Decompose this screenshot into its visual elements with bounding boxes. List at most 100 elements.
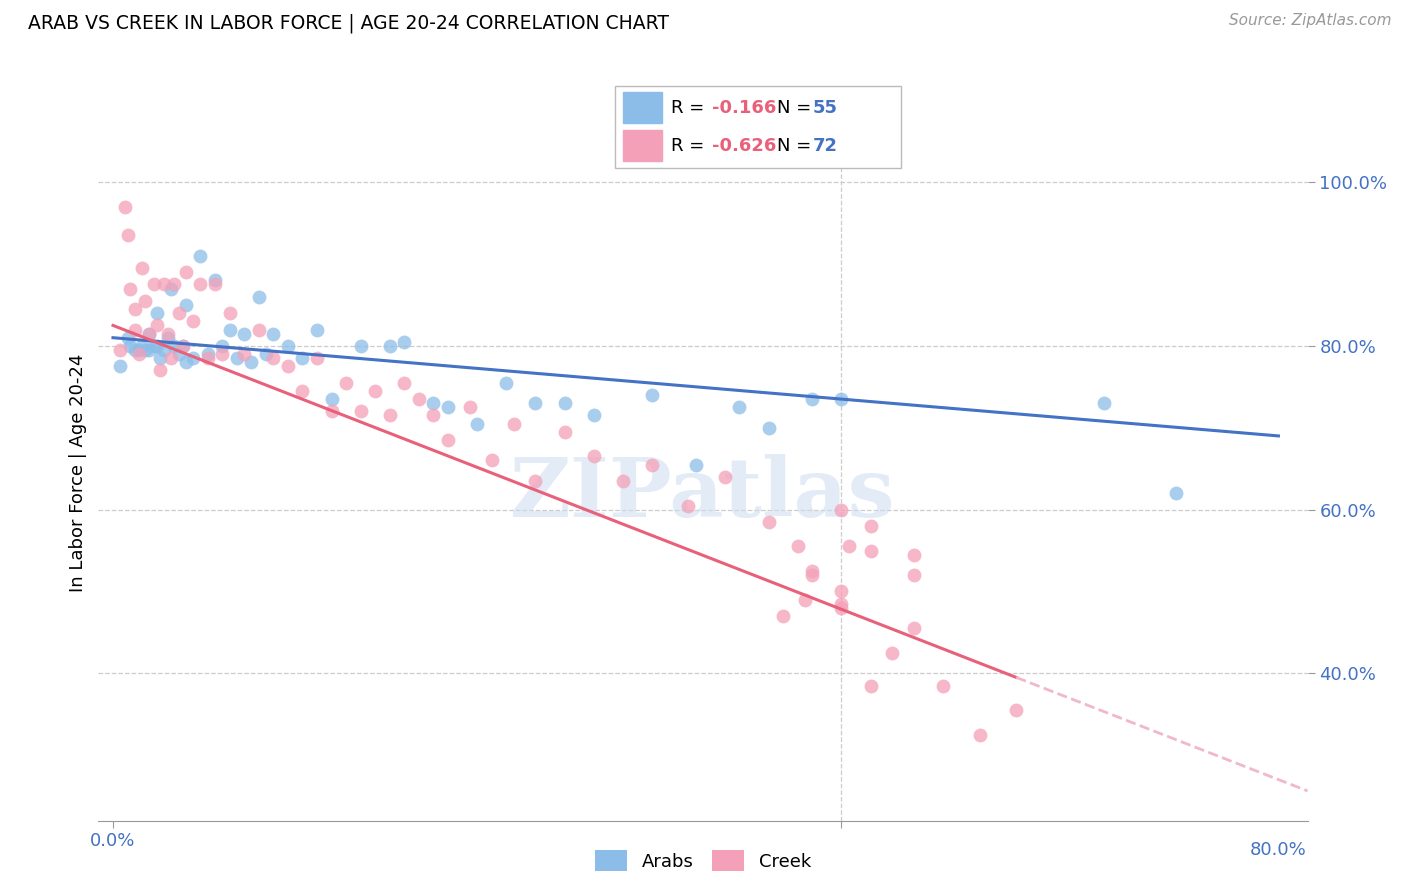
Point — [149, 351, 172, 366]
Text: 80.0%: 80.0% — [1250, 841, 1306, 859]
Point — [153, 277, 176, 292]
Point — [138, 343, 160, 357]
Bar — [623, 130, 662, 161]
Point — [247, 322, 270, 336]
Point — [801, 392, 824, 406]
Point — [218, 322, 240, 336]
Point — [291, 384, 314, 398]
Point — [247, 290, 270, 304]
Text: R =: R = — [671, 136, 710, 154]
Point — [124, 322, 146, 336]
Point — [305, 322, 328, 336]
Point — [211, 347, 233, 361]
Point — [157, 331, 180, 345]
Point — [167, 306, 190, 320]
Point — [830, 392, 852, 406]
Point — [685, 458, 707, 472]
Point — [641, 458, 664, 472]
Point — [321, 404, 343, 418]
Point — [1166, 486, 1188, 500]
Point — [145, 318, 167, 333]
Point — [167, 347, 190, 361]
Point — [422, 409, 444, 423]
Point — [458, 401, 481, 415]
Point — [134, 343, 156, 357]
Point — [932, 679, 955, 693]
Point — [172, 339, 194, 353]
Point — [772, 609, 794, 624]
Point — [204, 273, 226, 287]
Point — [124, 343, 146, 357]
Point — [218, 306, 240, 320]
Point — [714, 470, 737, 484]
Point — [174, 298, 197, 312]
Point — [728, 401, 751, 415]
Text: Source: ZipAtlas.com: Source: ZipAtlas.com — [1229, 13, 1392, 29]
Point — [120, 339, 142, 353]
Point — [801, 564, 824, 578]
Point — [291, 351, 314, 366]
Point — [801, 568, 824, 582]
Point — [174, 355, 197, 369]
Point — [120, 282, 142, 296]
Point — [758, 515, 780, 529]
Point — [830, 502, 852, 516]
Point — [128, 347, 150, 361]
Point — [903, 621, 925, 635]
Point — [524, 396, 547, 410]
Point — [378, 339, 401, 353]
Point — [408, 392, 430, 406]
Point — [335, 376, 357, 390]
Point — [321, 392, 343, 406]
Point — [145, 306, 167, 320]
Point — [524, 474, 547, 488]
Point — [394, 334, 416, 349]
Point — [641, 388, 664, 402]
Text: 55: 55 — [813, 99, 838, 117]
Point — [197, 351, 219, 366]
Point — [181, 351, 204, 366]
Point — [190, 277, 212, 292]
Point — [174, 265, 197, 279]
Point — [163, 339, 186, 353]
Point — [838, 540, 860, 554]
Point — [582, 450, 605, 464]
Legend: Arabs, Creek: Arabs, Creek — [588, 843, 818, 879]
Text: N =: N = — [778, 136, 817, 154]
Point — [554, 396, 576, 410]
Point — [364, 384, 387, 398]
Point — [554, 425, 576, 439]
Point — [465, 417, 488, 431]
Point — [160, 351, 183, 366]
Point — [830, 597, 852, 611]
Point — [378, 409, 401, 423]
Point — [1005, 703, 1028, 717]
Point — [882, 646, 904, 660]
Point — [211, 339, 233, 353]
Point — [131, 261, 153, 276]
Point — [131, 339, 153, 353]
Point — [142, 339, 165, 353]
Point — [437, 401, 460, 415]
Point — [495, 376, 517, 390]
Point — [163, 277, 186, 292]
Point — [160, 282, 183, 296]
Point — [305, 351, 328, 366]
Point — [204, 277, 226, 292]
Point — [157, 326, 180, 341]
Point — [502, 417, 524, 431]
Text: -0.166: -0.166 — [711, 99, 776, 117]
Point — [350, 339, 373, 353]
Point — [422, 396, 444, 410]
Point — [134, 293, 156, 308]
Text: R =: R = — [671, 99, 710, 117]
Point — [794, 592, 817, 607]
Point — [277, 339, 299, 353]
Point — [786, 540, 808, 554]
Y-axis label: In Labor Force | Age 20-24: In Labor Force | Age 20-24 — [69, 353, 87, 592]
Point — [117, 228, 139, 243]
Point — [153, 343, 176, 357]
Point — [142, 277, 165, 292]
Text: ARAB VS CREEK IN LABOR FORCE | AGE 20-24 CORRELATION CHART: ARAB VS CREEK IN LABOR FORCE | AGE 20-24… — [28, 13, 669, 33]
Point — [830, 600, 852, 615]
